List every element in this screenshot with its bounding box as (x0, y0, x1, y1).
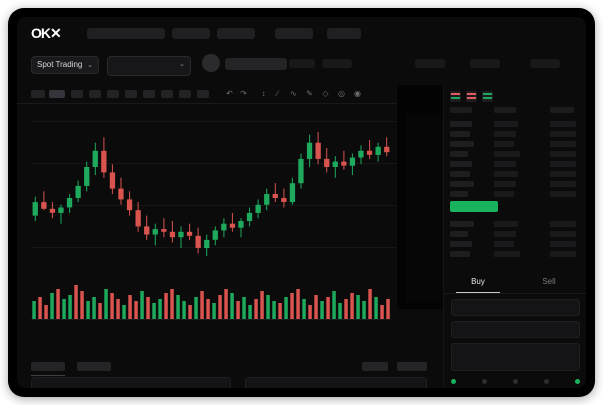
nav-item-3[interactable] (275, 28, 313, 39)
tab-order-history[interactable] (77, 362, 111, 371)
slider-dot-0[interactable] (451, 378, 456, 384)
order-price-input[interactable] (451, 299, 580, 316)
orderbook-row[interactable] (450, 181, 581, 187)
order-card-1[interactable] (31, 377, 231, 388)
cursor-icon[interactable]: ↕ (261, 89, 266, 98)
orderbook-row[interactable] (450, 161, 581, 167)
chart-interval-8[interactable] (161, 90, 173, 98)
orders-panel (17, 353, 437, 388)
orderbook-view-toggles (450, 91, 493, 102)
redo-icon[interactable]: ↷ (240, 89, 247, 98)
chart-toolbar: ↶ ↷ ↕ ∕ ∿ ✎ ◇ ◎ ◉ (17, 85, 437, 104)
orderbook-row[interactable] (450, 121, 581, 127)
wave-icon[interactable]: ∿ (290, 89, 297, 98)
book-both-icon[interactable] (450, 91, 461, 102)
magnet-icon[interactable]: ◎ (338, 89, 345, 98)
chart-panel: ↶ ↷ ↕ ∕ ∿ ✎ ◇ ◎ ◉ (17, 85, 437, 353)
coin-avatar (202, 54, 220, 72)
slider-dot-1[interactable] (482, 378, 487, 384)
orderbook-row[interactable] (450, 171, 581, 177)
orderbook-row[interactable] (450, 191, 581, 197)
candlestick-series (32, 131, 390, 257)
orderbook-row[interactable] (450, 231, 581, 237)
stat-change (289, 59, 315, 68)
chevron-down-icon: ⌄ (87, 61, 93, 69)
chart-interval-2[interactable] (49, 90, 65, 98)
book-bids-icon[interactable] (482, 91, 493, 102)
order-amount-input[interactable] (451, 321, 580, 338)
chevron-down-icon: ⌄ (179, 61, 185, 68)
tab-open-orders[interactable] (31, 362, 65, 376)
tab-sell[interactable]: Sell (542, 277, 556, 286)
price-chart[interactable] (17, 103, 437, 353)
slider-dot-4[interactable] (575, 378, 580, 384)
orderbook-column-headers (450, 107, 581, 115)
orderbook-mid-price (450, 201, 498, 212)
tab-buy[interactable]: Buy (448, 277, 508, 293)
order-side-tabs: Buy Sell (444, 271, 586, 294)
chart-interval-7[interactable] (143, 90, 155, 98)
orderbook-row[interactable] (450, 251, 581, 257)
nav-item-2[interactable] (217, 28, 255, 39)
top-navigation-bar: OK✕ (17, 17, 586, 49)
chart-interval-6[interactable] (125, 90, 137, 98)
book-asks-icon[interactable] (466, 91, 477, 102)
chart-interval-10[interactable] (197, 90, 209, 98)
trendline-icon[interactable]: ∕ (276, 89, 279, 98)
amount-slider[interactable] (451, 377, 580, 385)
chart-interval-1[interactable] (31, 90, 45, 98)
stat-volume-base (470, 59, 500, 68)
eye-icon[interactable]: ◉ (354, 89, 361, 98)
orderbook-row[interactable] (450, 221, 581, 227)
trading-pair-select[interactable]: ⌄ (107, 56, 191, 76)
stat-volume-quote (530, 59, 560, 68)
chart-interval-4[interactable] (89, 90, 101, 98)
market-header-bar: Spot Trading ⌄ ⌄ (17, 49, 586, 85)
nav-item-1[interactable] (172, 28, 210, 39)
orders-action-1[interactable] (362, 362, 388, 371)
orderbook-row[interactable] (450, 141, 581, 147)
orderbook-row[interactable] (450, 241, 581, 247)
stat-high (322, 59, 352, 68)
nav-item-4[interactable] (327, 28, 361, 39)
undo-icon[interactable]: ↶ (226, 89, 233, 98)
ruler-icon[interactable]: ◇ (322, 89, 329, 98)
device-frame: OK✕ Spot Trading ⌄ ⌄ (8, 8, 595, 397)
last-price-value (225, 58, 287, 70)
order-card-2[interactable] (245, 377, 427, 388)
stat-low (415, 59, 445, 68)
orderbook-row[interactable] (450, 131, 581, 137)
brush-icon[interactable]: ✎ (306, 89, 313, 98)
device-screen: OK✕ Spot Trading ⌄ ⌄ (17, 17, 586, 388)
nav-search-field[interactable] (87, 28, 165, 39)
trading-mode-select[interactable]: Spot Trading ⌄ (31, 56, 99, 74)
okx-logo[interactable]: OK✕ (31, 24, 62, 41)
slider-dot-3[interactable] (544, 378, 549, 384)
order-total-input[interactable] (451, 343, 580, 371)
chart-interval-3[interactable] (71, 90, 83, 98)
slider-dot-2[interactable] (513, 378, 518, 384)
chart-occlusion-overlay-inner (405, 113, 443, 303)
chart-interval-5[interactable] (107, 90, 119, 98)
trading-mode-label: Spot Trading (37, 60, 83, 69)
orders-action-2[interactable] (397, 362, 427, 371)
volume-series (31, 285, 391, 320)
orderbook-row[interactable] (450, 151, 581, 157)
orderbook-and-form-panel: Buy Sell (443, 85, 586, 388)
chart-interval-9[interactable] (179, 90, 191, 98)
